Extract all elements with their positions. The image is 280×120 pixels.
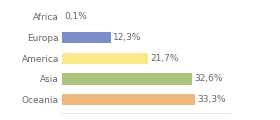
Text: 21,7%: 21,7% <box>151 54 179 63</box>
Text: 33,3%: 33,3% <box>197 95 226 104</box>
Text: 12,3%: 12,3% <box>113 33 142 42</box>
Bar <box>62 94 195 105</box>
Bar <box>62 73 192 85</box>
Text: 0,1%: 0,1% <box>64 12 87 21</box>
Bar <box>62 53 148 64</box>
Text: 32,6%: 32,6% <box>194 74 223 83</box>
Bar <box>62 32 111 43</box>
